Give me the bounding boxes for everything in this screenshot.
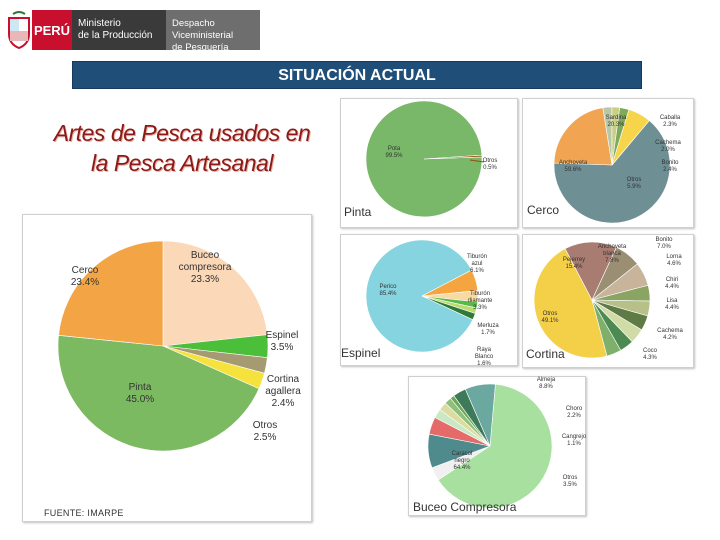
espinel-caption: Espinel	[341, 346, 381, 360]
vice-ministry-line-2: de Pesquería	[172, 42, 229, 53]
slide-title-line-2: la Pesca Artesanal	[91, 150, 273, 176]
section-banner: SITUACIÓN ACTUAL	[72, 61, 642, 89]
pinta-caption: Pinta	[344, 205, 372, 219]
main-label-pinta: Pinta 45.0%	[125, 382, 155, 405]
espinel-label-tibur-n-diamante: Tiburón diamante 3.3%	[467, 291, 493, 311]
espinel-slice-otros	[421, 295, 476, 321]
pinta-slice-otros	[423, 154, 483, 160]
cortina-label-lisa: Lisa 4.4%	[665, 298, 679, 311]
cerco-slice-otros	[611, 109, 650, 166]
coat-of-arms-icon	[8, 11, 30, 50]
peru-label: PERÚ	[32, 10, 72, 50]
buceo-label-almeja: Almeja 8.8%	[536, 377, 556, 390]
cerco-label-otros: Otros 5.9%	[626, 177, 642, 190]
cortina-label-lorna: Lorna 4.6%	[666, 254, 682, 267]
pinta-label-otros: Otros 0.5%	[482, 158, 498, 171]
main-slice-buceo-compresora	[162, 240, 268, 347]
cerco-label-bonito: Bonito 2.4%	[661, 160, 679, 173]
pinta-leader-line	[469, 159, 485, 163]
buceo-label-otros: Otros 3.5%	[562, 475, 578, 488]
ministry-line-1: Ministerio	[78, 18, 121, 29]
cortina-slice-coco	[591, 299, 622, 357]
ministry-line-2: de la Producción	[78, 30, 153, 41]
espinel-slice-perico	[365, 239, 474, 353]
cortina-label-anchoveta-blanca: Anchoveta blanca 7.8%	[597, 244, 627, 264]
cortina-label-coco: Coco 4.3%	[642, 348, 657, 361]
buceo-slice-caracol-negro	[437, 383, 553, 509]
vice-ministry-label: Despacho Viceministerial de Pesquería	[166, 10, 260, 53]
cerco-slice-sardina	[553, 107, 613, 166]
main-label-espinel: Espinel 3.5%	[265, 330, 299, 353]
slide-title-line-1: Artes de Pesca usados en	[53, 120, 311, 146]
main-label-cerco: Cerco 23.4%	[70, 265, 100, 288]
main-slice-pinta	[57, 334, 260, 452]
cerco-label-cachema: Cachema 2.0%	[655, 140, 681, 153]
cerco-label-sardina: Sardina 20.3%	[605, 115, 627, 128]
government-logo: PERÚ Ministerio de la Producción Despach…	[6, 10, 260, 53]
buceo-label-cangrejo: Choro 2.2%	[565, 406, 583, 419]
buceo-label-caracol-negro: Caracol negro 64.4%	[451, 451, 473, 471]
espinel-label-perico: Perico 85.4%	[379, 284, 397, 297]
espinel-label-raya: Raya Blanco 1.6%	[474, 347, 494, 367]
vice-ministry-line-1: Despacho Viceministerial	[172, 18, 234, 41]
source-note: FUENTE: IMARPE	[44, 508, 124, 518]
cortina-caption: Cortina	[526, 347, 565, 361]
slide-title: Artes de Pesca usados en la Pesca Artesa…	[22, 118, 342, 178]
cortina-label-cachema: Cachema 4.2%	[657, 328, 683, 341]
cerco-caption: Cerco	[527, 203, 560, 217]
ministry-label: Ministerio de la Producción	[72, 10, 166, 50]
espinel-label-merluza: Merluza 1.7%	[477, 323, 499, 336]
cortina-slice-otros	[533, 248, 608, 359]
cortina-label-chiri: Chiri 4.4%	[665, 277, 679, 290]
main-label-buceo-compresora: Buceo compresora 23.3%	[178, 250, 232, 285]
main-slice-cerco	[58, 240, 164, 347]
pinta-label-pota: Pota 99.5%	[385, 146, 403, 159]
main-label-otros: Otros 2.5%	[252, 420, 278, 443]
cortina-label-pejerrey: Pejerrey 15.4%	[562, 257, 586, 270]
cerco-slice-anchoveta	[553, 120, 671, 224]
buceo-label-pepino: Cangrejo 1.1%	[561, 434, 587, 447]
cortina-slice-pejerrey	[564, 241, 617, 301]
buceo-slice-otros-mariscos	[464, 383, 496, 447]
cerco-label-anchoveta: Anchoveta 59.6%	[558, 160, 588, 173]
main-label-cortina-agallera: Cortina agallera 2.4%	[265, 374, 301, 409]
cerco-label-caballa: Caballa 2.3%	[659, 115, 681, 128]
espinel-label-tibur-n-azul: Tiburón azul 6.1%	[466, 254, 488, 274]
cortina-label-bonito: Bonito 7.0%	[655, 237, 673, 250]
cortina-label-otros: Otros 49.1%	[541, 311, 559, 324]
header: PERÚ Ministerio de la Producción Despach…	[0, 0, 720, 58]
buceo-caption: Buceo Compresora	[413, 500, 517, 514]
